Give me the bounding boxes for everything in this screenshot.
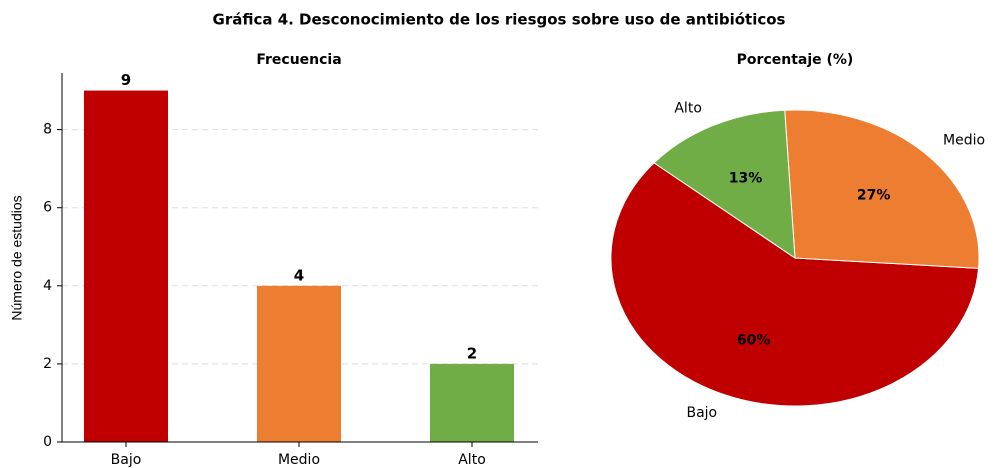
percent-label: 27% bbox=[857, 188, 891, 204]
x-tick-label: Medio bbox=[278, 452, 320, 468]
bar bbox=[84, 90, 168, 443]
y-tick-label: 2 bbox=[43, 356, 52, 372]
y-tick-label: 8 bbox=[43, 122, 52, 138]
pie-slice bbox=[784, 109, 980, 269]
data-label: 9 bbox=[121, 71, 131, 89]
bar bbox=[257, 285, 341, 442]
y-tick-label: 4 bbox=[43, 278, 52, 294]
percent-label: 60% bbox=[737, 332, 771, 348]
data-label: 2 bbox=[467, 344, 477, 362]
pie-slice bbox=[610, 162, 980, 407]
slice-label: Bajo bbox=[686, 405, 717, 421]
x-tick-label: Alto bbox=[458, 452, 486, 468]
pie-slice bbox=[653, 109, 796, 259]
figure-title: Gráfica 4. Desconocimiento de los riesgo… bbox=[213, 11, 786, 29]
y-tick-label: 0 bbox=[43, 434, 52, 450]
bar bbox=[430, 363, 514, 442]
data-label: 4 bbox=[294, 266, 304, 284]
percent-label: 13% bbox=[729, 171, 763, 187]
x-tick-label: Bajo bbox=[111, 452, 142, 468]
bar-title: Frecuencia bbox=[256, 52, 341, 68]
slice-label: Alto bbox=[674, 100, 702, 116]
y-tick-label: 6 bbox=[43, 200, 52, 216]
y-axis-label: Número de estudios bbox=[9, 195, 25, 320]
slice-label: Medio bbox=[943, 133, 985, 149]
pie-title: Porcentaje (%) bbox=[737, 52, 854, 68]
